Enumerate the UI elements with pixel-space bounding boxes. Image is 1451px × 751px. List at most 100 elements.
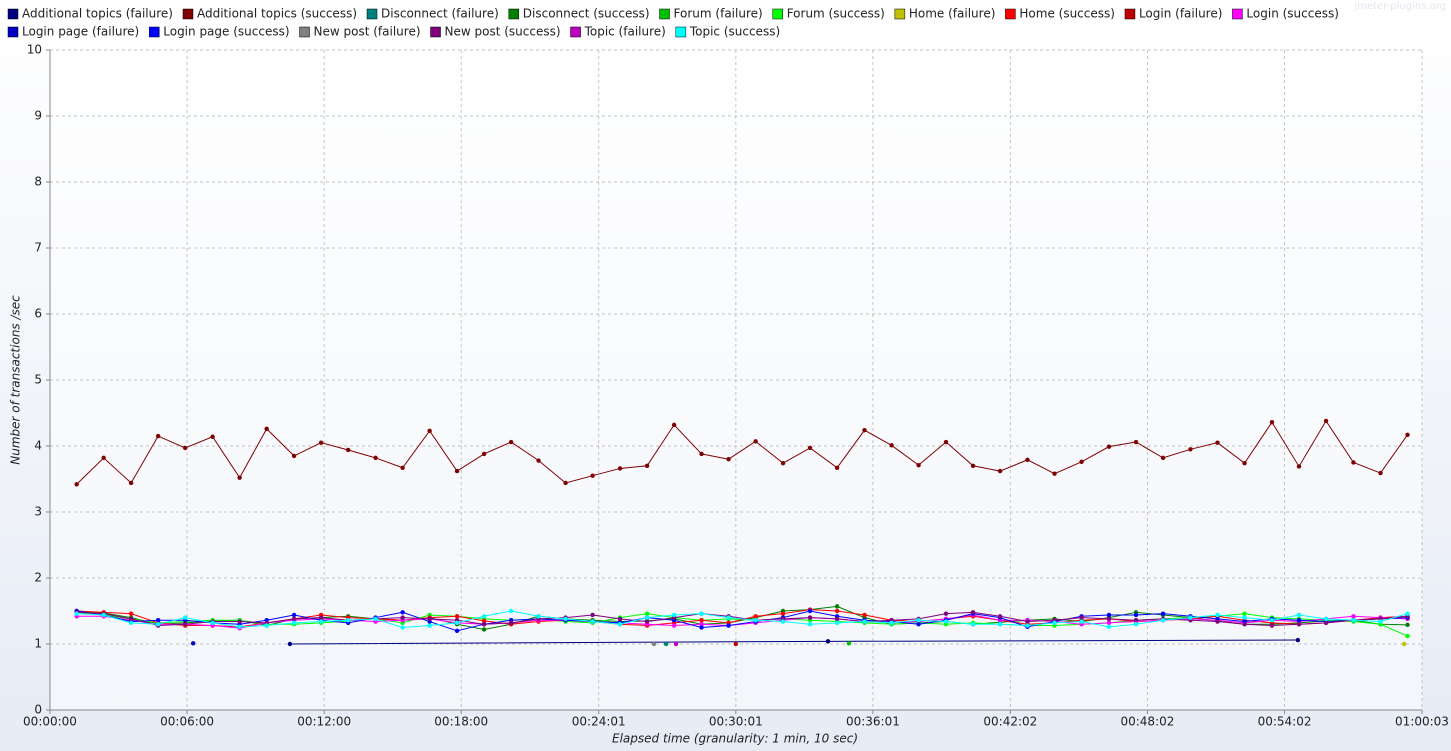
data-point <box>726 623 731 628</box>
series-line <box>76 610 1408 629</box>
data-point <box>590 612 595 618</box>
legend-swatch <box>1232 8 1243 20</box>
data-point <box>807 608 813 614</box>
data-point <box>481 627 487 632</box>
data-point <box>287 641 293 647</box>
data-point <box>427 428 432 434</box>
data-point <box>834 620 840 626</box>
data-point <box>1242 460 1247 466</box>
data-point <box>1079 615 1084 620</box>
data-point <box>318 440 324 445</box>
data-point <box>671 422 677 428</box>
data-point <box>400 615 405 620</box>
data-point <box>1242 611 1247 616</box>
data-point <box>1133 618 1139 623</box>
data-point <box>970 622 976 627</box>
data-point <box>1242 615 1247 620</box>
legend-swatch <box>570 26 581 38</box>
data-point <box>291 453 297 459</box>
data-point <box>1323 620 1329 626</box>
data-point <box>889 443 894 448</box>
data-point <box>651 641 657 647</box>
legend-label: Additional topics (success) <box>197 7 357 21</box>
data-point <box>318 619 324 624</box>
x-tick-label: 00:18:00 <box>434 715 488 729</box>
series-line <box>76 419 1408 485</box>
x-tick-label: 01:00:03 <box>1395 715 1449 729</box>
legend-swatch <box>430 26 441 38</box>
data-point <box>753 439 758 444</box>
data-point <box>182 622 188 627</box>
legend-label: Topic (success) <box>689 25 780 39</box>
data-point <box>1323 418 1329 424</box>
data-point <box>1079 619 1084 624</box>
x-tick-label: 00:42:02 <box>983 715 1037 729</box>
data-point <box>345 618 351 623</box>
legend-swatch <box>299 26 310 38</box>
data-point <box>590 619 595 624</box>
legend-swatch <box>366 8 378 20</box>
data-point <box>671 623 677 628</box>
data-point <box>862 619 867 624</box>
data-point <box>1215 619 1220 624</box>
series <box>651 641 657 647</box>
legend-swatch <box>508 8 520 20</box>
data-point <box>508 439 514 445</box>
data-point <box>1295 637 1301 643</box>
x-axis-title: Elapsed time (granularity: 1 min, 10 sec… <box>612 732 858 746</box>
data-point <box>155 618 161 623</box>
data-point <box>454 628 460 633</box>
legend-label: Additional topics (failure) <box>22 7 173 21</box>
series-line <box>76 610 1408 632</box>
y-tick-label: 9 <box>34 109 42 123</box>
data-point <box>101 455 106 461</box>
data-point <box>846 641 852 646</box>
data-point <box>1378 470 1383 476</box>
data-point <box>834 616 840 622</box>
data-point <box>862 427 867 433</box>
data-point <box>1269 420 1275 425</box>
legend-swatch <box>1005 8 1016 20</box>
x-tick-label: 00:30:01 <box>709 715 763 729</box>
data-point <box>916 618 921 623</box>
data-point <box>454 614 460 619</box>
legend-label: Login page (failure) <box>22 25 139 39</box>
legend-label: Home (success) <box>1019 7 1115 21</box>
data-point <box>780 460 786 466</box>
data-point <box>454 620 460 626</box>
y-tick-label: 5 <box>34 373 42 387</box>
data-point <box>237 475 242 480</box>
series <box>663 641 669 647</box>
data-point <box>1242 622 1247 627</box>
data-point <box>970 610 976 615</box>
legend-swatch <box>7 26 19 38</box>
data-point <box>400 465 405 470</box>
data-point <box>1296 622 1302 627</box>
data-point <box>644 615 650 620</box>
y-tick-label: 4 <box>34 439 42 453</box>
data-point <box>536 614 541 619</box>
data-point <box>862 612 867 618</box>
data-point <box>291 616 297 622</box>
data-point <box>1052 620 1057 626</box>
watermark: jmeter-plugins.org <box>1353 1 1446 12</box>
data-point <box>644 619 650 624</box>
data-point <box>1106 612 1112 618</box>
data-point <box>264 623 269 628</box>
data-point <box>481 622 487 627</box>
data-point <box>345 447 351 453</box>
data-point <box>155 622 161 627</box>
data-point <box>536 458 541 463</box>
data-point <box>182 615 188 620</box>
data-point <box>237 619 242 624</box>
legend-swatch <box>149 26 160 38</box>
legend-swatch <box>7 8 19 20</box>
data-point <box>481 618 487 624</box>
data-point <box>373 616 378 622</box>
data-point <box>264 426 269 432</box>
data-point <box>916 462 921 468</box>
data-point <box>699 625 704 630</box>
data-point <box>733 641 739 647</box>
data-point <box>807 445 813 451</box>
data-point <box>1405 432 1410 437</box>
